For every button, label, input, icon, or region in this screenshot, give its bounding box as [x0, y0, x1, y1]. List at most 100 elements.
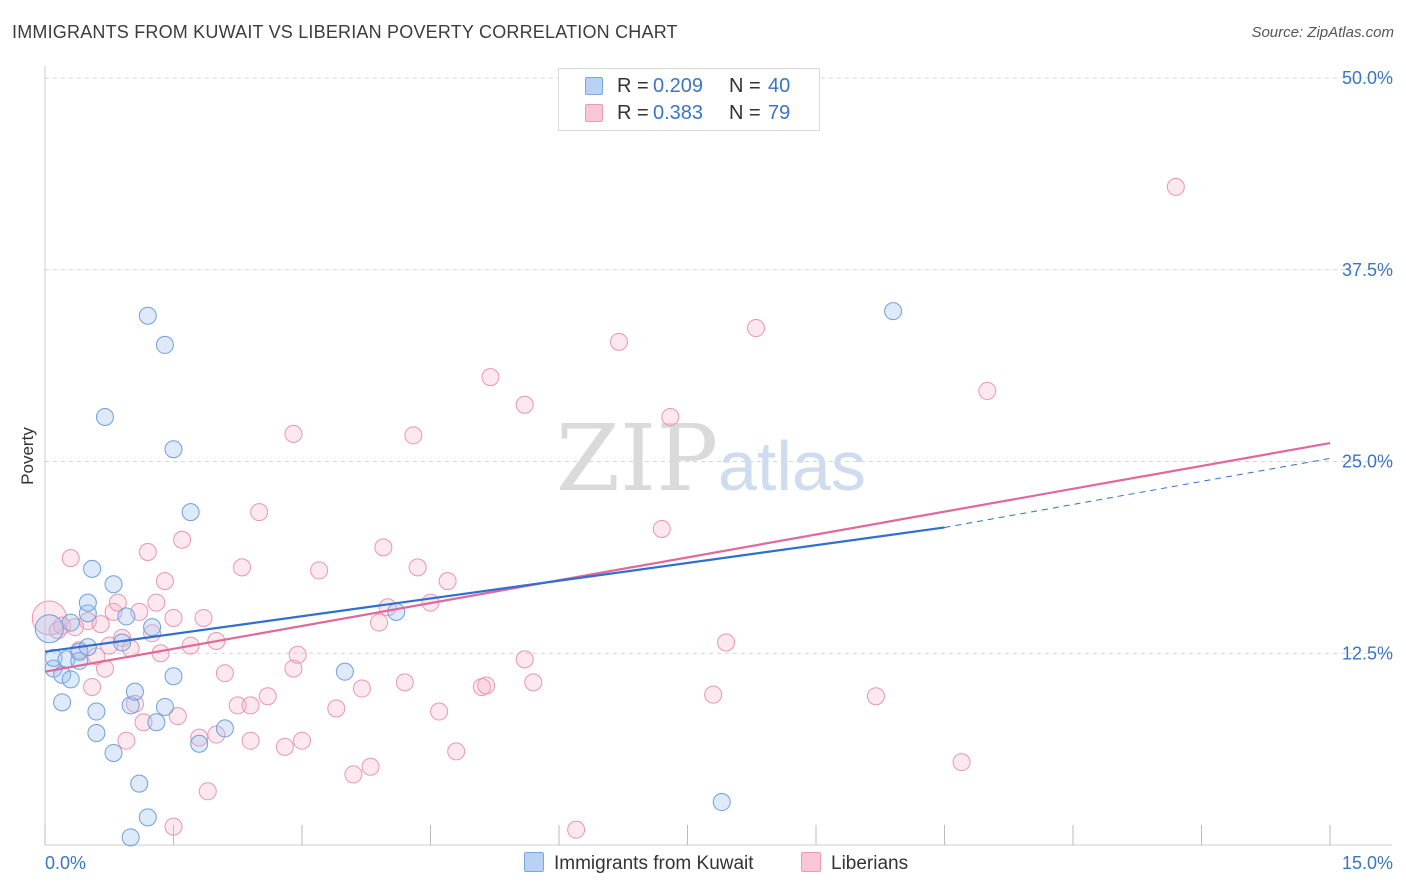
grid-lines	[45, 77, 1392, 654]
bottom-legend-swatch-liberians	[801, 852, 821, 872]
point-liberians	[190, 728, 209, 747]
point-liberians	[194, 608, 213, 627]
y-tick-label: 12.5%	[1342, 643, 1393, 663]
legend-r-value: 0.209	[653, 75, 704, 97]
point-liberians	[164, 608, 183, 627]
point-liberians	[241, 696, 260, 715]
point-kuwait	[143, 618, 162, 637]
source-label: Source: ZipAtlas.com	[1251, 24, 1394, 41]
point-kuwait	[335, 662, 354, 681]
point-liberians	[374, 538, 393, 557]
point-liberians	[284, 659, 303, 678]
point-kuwait	[130, 774, 149, 793]
point-kuwait	[61, 670, 80, 689]
bottom-legend-swatch-kuwait	[524, 852, 544, 872]
trend-line-kuwait-extension	[944, 457, 1331, 528]
point-kuwait	[121, 828, 140, 847]
point-kuwait	[104, 743, 123, 762]
point-liberians	[515, 395, 534, 414]
point-kuwait	[44, 648, 63, 667]
point-liberians	[258, 687, 277, 706]
watermark-zip: ZIP	[556, 405, 718, 512]
axes	[44, 66, 1392, 846]
legend-swatch-kuwait	[585, 77, 603, 95]
point-kuwait	[147, 713, 166, 732]
point-kuwait	[181, 503, 200, 522]
tick-labels: 12.5% 25.0% 37.5% 50.0% 0.0% 15.0%	[45, 68, 1393, 873]
point-liberians	[168, 707, 187, 726]
chart-title: IMMIGRANTS FROM KUWAIT VS LIBERIAN POVER…	[12, 22, 678, 42]
point-liberians	[515, 650, 534, 669]
point-liberians	[447, 742, 466, 761]
point-kuwait	[190, 734, 209, 753]
point-kuwait	[138, 808, 157, 827]
point-liberians	[661, 408, 680, 427]
point-liberians	[567, 820, 586, 839]
y-tick-label: 25.0%	[1342, 452, 1393, 472]
legend-r-label: R =	[617, 102, 649, 124]
point-liberians	[652, 519, 671, 538]
point-liberians	[438, 572, 457, 591]
point-liberians	[747, 319, 766, 338]
point-liberians	[117, 731, 136, 750]
point-liberians	[284, 424, 303, 443]
point-liberians	[408, 558, 427, 577]
point-liberians	[250, 503, 269, 522]
point-kuwait	[164, 667, 183, 686]
point-liberians	[524, 673, 543, 692]
watermark: ZIP atlas	[556, 405, 866, 512]
point-kuwait	[104, 575, 123, 594]
legend-r-value: 0.383	[653, 102, 704, 124]
point-liberians	[310, 561, 329, 580]
point-kuwait	[155, 697, 174, 716]
point-liberians	[228, 696, 247, 715]
point-kuwait	[61, 613, 80, 632]
point-liberians	[164, 817, 183, 836]
point-kuwait	[87, 724, 106, 743]
point-kuwait	[87, 702, 106, 721]
point-kuwait	[138, 306, 157, 325]
point-kuwait	[78, 593, 97, 612]
point-liberians	[361, 757, 380, 776]
legend-swatch-liberians	[585, 104, 603, 122]
bottom-legend-liberians: Liberians	[801, 852, 908, 875]
point-liberians	[344, 765, 363, 784]
x-tick-label: 15.0%	[1342, 853, 1393, 873]
point-liberians	[395, 673, 414, 692]
point-liberians	[327, 699, 346, 718]
x-tick-label: 0.0%	[45, 853, 86, 873]
legend-n-label: N =	[729, 75, 761, 97]
point-kuwait	[53, 693, 72, 712]
bottom-legend-label-kuwait: Immigrants from Kuwait	[554, 853, 754, 874]
watermark-atlas: atlas	[718, 427, 866, 505]
point-liberians	[288, 645, 307, 664]
point-liberians	[241, 731, 260, 750]
point-kuwait	[83, 559, 102, 578]
point-liberians	[198, 782, 217, 801]
trend-lines	[44, 442, 1331, 673]
legend-n-value: 40	[768, 75, 791, 97]
point-kuwait	[95, 408, 114, 427]
point-kuwait	[387, 602, 406, 621]
point-liberians	[430, 702, 449, 721]
point-liberians	[147, 593, 166, 612]
point-liberians	[1166, 177, 1185, 196]
point-kuwait	[121, 696, 140, 715]
point-kuwait	[34, 614, 64, 644]
y-tick-label: 50.0%	[1342, 68, 1393, 88]
legend-n-label: N =	[729, 102, 761, 124]
point-liberians	[952, 753, 971, 772]
y-axis-label: Poverty	[18, 427, 37, 485]
stats-legend: R = 0.209 N = 40 R = 0.383 N = 79	[558, 68, 820, 131]
legend-r-label: R =	[617, 75, 649, 97]
legend-n-value: 79	[768, 102, 791, 124]
point-liberians	[155, 572, 174, 591]
trend-line-kuwait	[44, 526, 945, 653]
point-liberians	[138, 543, 157, 562]
point-liberians	[404, 426, 423, 445]
point-liberians	[978, 381, 997, 400]
bottom-legend-label-liberians: Liberians	[831, 853, 909, 874]
point-kuwait	[712, 793, 731, 812]
point-liberians	[215, 664, 234, 683]
